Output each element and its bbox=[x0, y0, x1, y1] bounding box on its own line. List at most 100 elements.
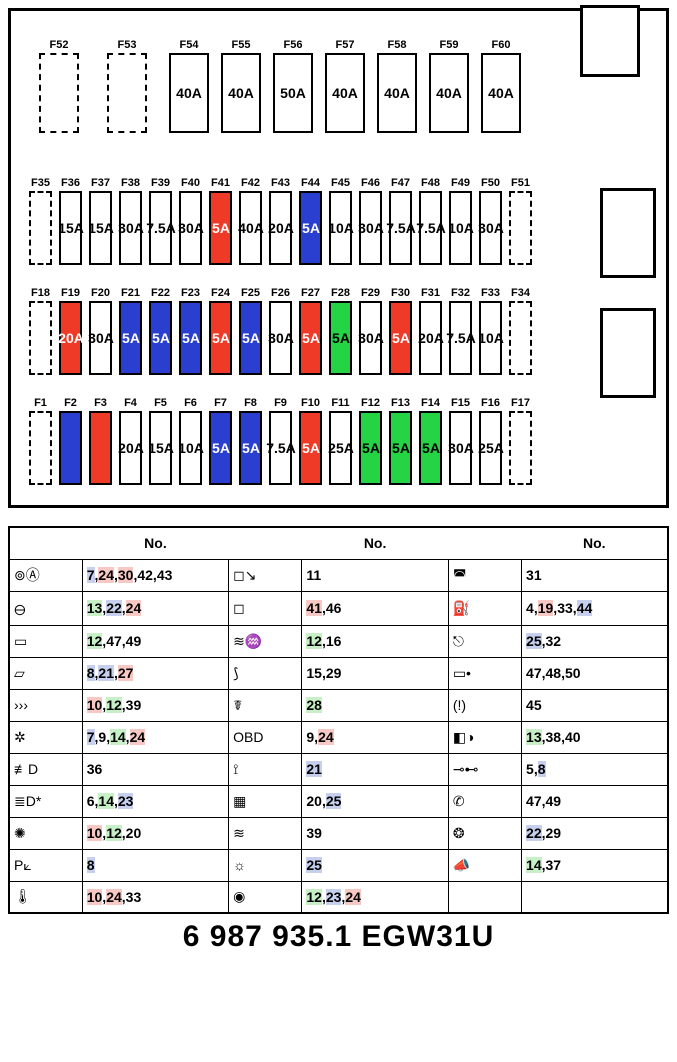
fuse-F1: F1 bbox=[29, 411, 52, 485]
fusebox-diagram: F52F53F5440AF5540AF5650AF5740AF5840AF594… bbox=[8, 8, 669, 508]
fuse-amperage: 40A bbox=[384, 85, 410, 101]
fuse-F29: F2930A bbox=[359, 301, 382, 375]
legend-numbers: 12,23,24 bbox=[302, 881, 448, 913]
legend-num: 24 bbox=[106, 889, 122, 905]
fuse-F13: F135A bbox=[389, 411, 412, 485]
fuse-amperage: 5A bbox=[212, 220, 230, 236]
fuse-label: F28 bbox=[331, 287, 350, 299]
legend-num: 6 bbox=[87, 793, 95, 809]
fuse-F3: F3 bbox=[89, 411, 112, 485]
legend-header bbox=[9, 527, 82, 559]
legend-row: ▭12,47,49≋♒12,16⎋25,32 bbox=[9, 625, 668, 657]
legend-numbers: 12,47,49 bbox=[82, 625, 228, 657]
legend-icon-dash: ◉ bbox=[229, 881, 302, 913]
legend-icon-screen: ▭ bbox=[9, 625, 82, 657]
legend-num: 36 bbox=[87, 761, 103, 777]
legend-numbers: 4,19,33,44 bbox=[522, 591, 668, 625]
legend-num: 4 bbox=[526, 600, 534, 616]
legend-num: 43 bbox=[157, 567, 173, 583]
legend-num: 20 bbox=[306, 793, 322, 809]
legend-icon-temp: 🌡 bbox=[9, 881, 82, 913]
fuse-amperage: 7.5A bbox=[266, 440, 296, 456]
fuse-amperage: 20A bbox=[268, 220, 294, 236]
fuse-F18: F18 bbox=[29, 301, 52, 375]
fuse-amperage: 40A bbox=[228, 85, 254, 101]
fuse-label: F11 bbox=[331, 397, 350, 409]
fuse-label: F13 bbox=[391, 397, 410, 409]
fuse-F52: F52 bbox=[39, 53, 79, 133]
fuse-amperage: 15A bbox=[88, 220, 114, 236]
fuse-F30: F305A bbox=[389, 301, 412, 375]
legend-header bbox=[448, 527, 521, 559]
fuse-amperage: 5A bbox=[122, 330, 140, 346]
fuse-F24: F245A bbox=[209, 301, 232, 375]
legend-num: 10 bbox=[87, 889, 103, 905]
legend-row: ✺10,12,20≋39❂22,29 bbox=[9, 817, 668, 849]
fuse-label: F44 bbox=[301, 177, 320, 189]
fuse-amperage: 40A bbox=[176, 85, 202, 101]
fuse-label: F56 bbox=[275, 39, 311, 51]
legend-num: 8 bbox=[538, 761, 546, 777]
fuse-amperage: 25A bbox=[328, 440, 354, 456]
fusebox-tab bbox=[580, 5, 640, 77]
fuse-F26: F2630A bbox=[269, 301, 292, 375]
legend-numbers: 22,29 bbox=[522, 817, 668, 849]
fuse-F2: F2 bbox=[59, 411, 82, 485]
fuse-F38: F3830A bbox=[119, 191, 142, 265]
fuse-F21: F215A bbox=[119, 301, 142, 375]
legend-icon-seat: ⟆ bbox=[229, 657, 302, 689]
fuse-amperage: 20A bbox=[118, 440, 144, 456]
legend-num: 24 bbox=[126, 600, 142, 616]
fuse-label: F52 bbox=[41, 39, 77, 51]
fuse-amperage: 5A bbox=[392, 330, 410, 346]
legend-icon-wheel: 🜔 bbox=[9, 591, 82, 625]
legend-num: 33 bbox=[126, 889, 142, 905]
fuse-label: F22 bbox=[151, 287, 170, 299]
legend-num: 38 bbox=[546, 729, 562, 745]
legend-num: 12 bbox=[306, 633, 322, 649]
fuse-F17: F17 bbox=[509, 411, 532, 485]
fuse-label: F38 bbox=[121, 177, 140, 189]
fuse-label: F59 bbox=[431, 39, 467, 51]
fuse-F7: F75A bbox=[209, 411, 232, 485]
fuse-label: F27 bbox=[301, 287, 320, 299]
legend-num: 47 bbox=[106, 633, 122, 649]
legend-numbers: 21 bbox=[302, 753, 448, 785]
legend-icon-engine: ⎋ bbox=[448, 625, 521, 657]
legend-num: 27 bbox=[118, 665, 134, 681]
fuse-label: F48 bbox=[421, 177, 440, 189]
legend-numbers: 10,24,33 bbox=[82, 881, 228, 913]
legend-num: 16 bbox=[326, 633, 342, 649]
fuse-amperage: 30A bbox=[358, 330, 384, 346]
fuse-F15: F1530A bbox=[449, 411, 472, 485]
fuse-amperage: 5A bbox=[332, 330, 350, 346]
fuse-label: F6 bbox=[181, 397, 200, 409]
fuse-label: F45 bbox=[331, 177, 350, 189]
legend-numbers: 31 bbox=[522, 559, 668, 591]
legend-num: 25 bbox=[526, 633, 542, 649]
fuse-label: F36 bbox=[61, 177, 80, 189]
legend-numbers: 12,16 bbox=[302, 625, 448, 657]
fuse-label: F55 bbox=[223, 39, 259, 51]
fuse-amperage: 30A bbox=[478, 220, 504, 236]
legend-num: 20 bbox=[126, 825, 142, 841]
legend-numbers: 25,32 bbox=[522, 625, 668, 657]
legend-num: 49 bbox=[546, 793, 562, 809]
fuse-F37: F3715A bbox=[89, 191, 112, 265]
legend-num: 7 bbox=[87, 729, 95, 745]
fuse-amperage: 50A bbox=[280, 85, 306, 101]
legend-num: 10 bbox=[87, 825, 103, 841]
fuse-F35: F35 bbox=[29, 191, 52, 265]
fuse-F45: F4510A bbox=[329, 191, 352, 265]
fuse-amperage: 5A bbox=[302, 330, 320, 346]
legend-numbers: 20,25 bbox=[302, 785, 448, 817]
legend-numbers: 5,8 bbox=[522, 753, 668, 785]
legend-num: 13 bbox=[87, 600, 103, 616]
fuse-F53: F53 bbox=[107, 53, 147, 133]
legend-row: ⊚Ⓐ7,24,30,42,43◻↘11◚31 bbox=[9, 559, 668, 591]
fuse-F51: F51 bbox=[509, 191, 532, 265]
fuse-F32: F327.5A bbox=[449, 301, 472, 375]
legend-num: 29 bbox=[326, 665, 342, 681]
legend-num: 12 bbox=[306, 889, 322, 905]
part-number: 6 987 935.1 EGW31U bbox=[8, 920, 669, 954]
